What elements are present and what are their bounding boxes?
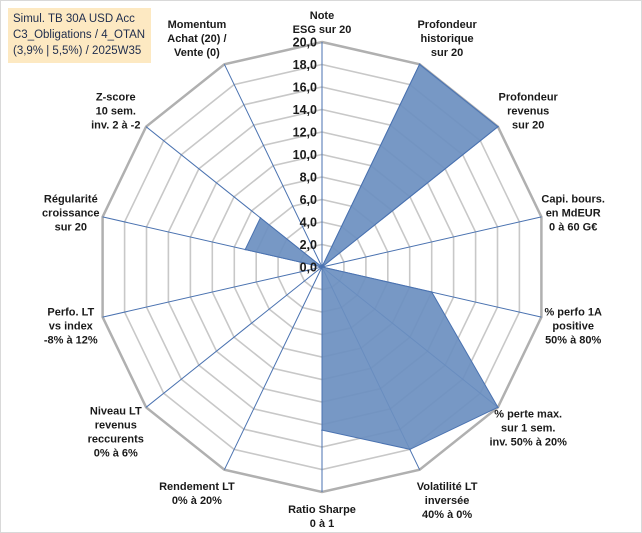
data-point xyxy=(244,248,246,251)
tick-label: 14,0 xyxy=(293,103,317,117)
tick-label: 6,0 xyxy=(300,193,317,207)
axis-label: revenus xyxy=(507,106,549,118)
data-point xyxy=(409,448,411,451)
axis-label: Note xyxy=(310,10,334,22)
data-point xyxy=(321,266,323,268)
axis-label: Ratio Sharpe xyxy=(288,504,356,516)
axis-label: Rendement LT xyxy=(159,481,235,493)
data-point xyxy=(418,63,421,66)
axis-label: 0% à 6% xyxy=(94,448,138,460)
axis-label: 0 à 1 xyxy=(310,518,334,530)
chart-title-line-2: C3_Obligations / 4_OTAN xyxy=(13,29,146,41)
axis-label: Profondeur xyxy=(499,92,559,104)
axis-label: Profondeur xyxy=(417,19,477,31)
data-point xyxy=(497,125,499,128)
axis-label: sur 1 sem. xyxy=(501,422,555,434)
axis-spoke xyxy=(223,266,323,470)
axis-spoke xyxy=(145,266,323,408)
axis-label: Volatilité LT xyxy=(417,481,478,493)
axis-spoke xyxy=(102,266,323,318)
axis-label: 50% à 80% xyxy=(545,335,601,347)
tick-label: 10,0 xyxy=(293,148,317,162)
tick-label: 20,0 xyxy=(293,36,317,50)
chart-title-box: Simul. TB 30A USD Acc C3_Obligations / 4… xyxy=(8,8,151,63)
tick-label: 2,0 xyxy=(300,238,317,252)
tick-label: 4,0 xyxy=(300,216,317,230)
axis-label: Perfo. LT xyxy=(47,307,94,319)
axis-label: 10 sem. xyxy=(96,106,136,118)
data-point xyxy=(259,217,262,219)
axis-label: en MdEUR xyxy=(546,208,601,220)
axis-label: % perte max. xyxy=(494,408,562,420)
axis-label: croissance xyxy=(42,208,99,220)
tick-label: 8,0 xyxy=(300,171,317,185)
tick-label: 0,0 xyxy=(300,261,317,275)
axis-label: Capi. bours. xyxy=(541,194,605,206)
axis-label: 40% à 0% xyxy=(422,509,472,521)
axis-label: vs index xyxy=(49,321,94,333)
tick-label: 12,0 xyxy=(293,126,317,140)
axis-label: reccurents xyxy=(88,434,144,446)
axis-spoke xyxy=(223,64,323,268)
axis-label: inv. 50% à 20% xyxy=(489,436,567,448)
chart-title-line-3: (3,9% | 5,5%) / 2025W35 xyxy=(13,45,142,57)
axis-label: inversée xyxy=(425,495,470,507)
tick-label: 16,0 xyxy=(293,81,317,95)
axis-label: revenus xyxy=(95,420,137,432)
axis-label: sur 20 xyxy=(512,120,544,132)
data-series-area xyxy=(244,63,499,450)
data-point xyxy=(430,291,433,293)
axis-label: sur 20 xyxy=(431,47,463,59)
data-point xyxy=(497,406,499,409)
chart-title-line-1: Simul. TB 30A USD Acc xyxy=(13,13,135,25)
axis-label: -8% à 12% xyxy=(44,335,98,347)
axis-label: Momentum xyxy=(168,19,227,31)
axis-label: Achat (20) / xyxy=(167,33,226,45)
axis-label: ESG sur 20 xyxy=(293,24,352,36)
axis-label: inv. 2 à -2 xyxy=(91,120,140,132)
axis-label: sur 20 xyxy=(55,222,87,234)
axis-spoke xyxy=(321,216,542,268)
axis-label: positive xyxy=(552,321,594,333)
axis-label: Z-score xyxy=(96,92,136,104)
axis-label: 0 à 60 G€ xyxy=(549,222,597,234)
axis-label: Niveau LT xyxy=(90,406,142,418)
axis-label: 0% à 20% xyxy=(172,495,222,507)
axis-label: Régularité xyxy=(44,194,98,206)
axis-label: % perfo 1A xyxy=(544,307,602,319)
axis-label: Vente (0) xyxy=(174,47,220,59)
axis-label: historique xyxy=(421,33,474,45)
data-point xyxy=(321,429,323,431)
tick-label: 18,0 xyxy=(293,58,317,72)
